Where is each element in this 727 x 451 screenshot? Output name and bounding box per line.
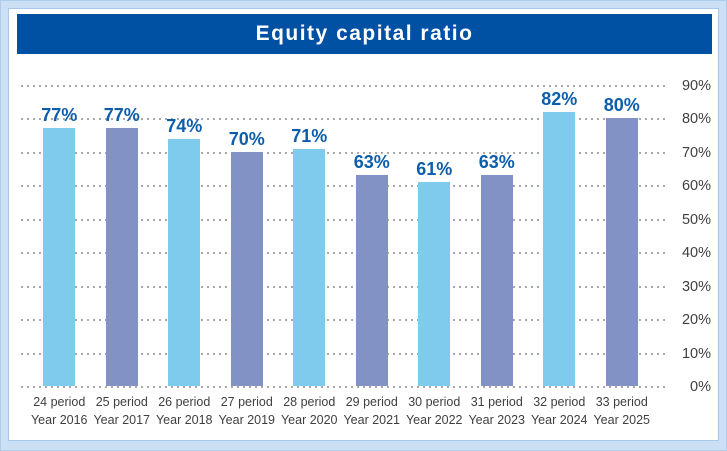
bar bbox=[543, 111, 576, 386]
bar-value-label: 80% bbox=[603, 95, 640, 116]
gridline bbox=[21, 352, 665, 355]
bar-value-label: 82% bbox=[541, 88, 578, 109]
bar-value-label: 63% bbox=[353, 152, 390, 173]
gridline bbox=[21, 386, 665, 388]
x-label-period: 26 period bbox=[158, 395, 211, 409]
gridline bbox=[21, 151, 665, 154]
x-label-period: 27 period bbox=[220, 395, 273, 409]
bar-value-label: 77% bbox=[41, 105, 78, 126]
x-label-period: 31 period bbox=[470, 395, 523, 409]
gridline bbox=[21, 319, 665, 322]
x-label-year: Year 2022 bbox=[405, 413, 463, 428]
bar bbox=[418, 182, 451, 386]
bar-column: 63% bbox=[341, 85, 404, 386]
x-axis-category-label: 29 period Year 2021 bbox=[341, 393, 404, 429]
y-axis-tick-label: 90% bbox=[681, 78, 711, 94]
bars-layer: 77% 77% 74% 70% 71% 63% 61% 63% 82% 80% bbox=[28, 85, 653, 386]
y-axis-tick-label: 70% bbox=[681, 144, 711, 161]
y-axis-tick-label: 10% bbox=[681, 345, 711, 362]
bar-column: 80% bbox=[591, 85, 654, 386]
bar bbox=[230, 151, 263, 386]
bar-value-label: 71% bbox=[291, 125, 328, 146]
bar-column: 74% bbox=[153, 85, 216, 386]
x-label-year: Year 2023 bbox=[468, 413, 526, 428]
x-axis-category-label: 28 period Year 2020 bbox=[278, 393, 341, 429]
x-axis-category-label: 27 period Year 2019 bbox=[216, 393, 279, 429]
bar-column: 61% bbox=[403, 85, 466, 386]
gridline bbox=[21, 285, 665, 288]
bar-value-label: 77% bbox=[103, 105, 140, 126]
x-axis-category-label: 25 period Year 2017 bbox=[91, 393, 154, 429]
gridline bbox=[21, 118, 665, 121]
y-axis-tick-label: 0% bbox=[690, 379, 711, 395]
x-label-year: Year 2025 bbox=[593, 413, 651, 428]
x-axis-category-label: 24 period Year 2016 bbox=[28, 393, 91, 429]
x-label-period: 30 period bbox=[408, 395, 461, 409]
bar-column: 63% bbox=[466, 85, 529, 386]
bar bbox=[293, 148, 326, 386]
gridline bbox=[21, 185, 665, 188]
x-axis-category-label: 33 period Year 2025 bbox=[591, 393, 654, 429]
bar-column: 71% bbox=[278, 85, 341, 386]
bar bbox=[605, 118, 638, 386]
bar-value-label: 63% bbox=[478, 152, 515, 173]
x-label-period: 28 period bbox=[283, 395, 336, 409]
x-label-year: Year 2017 bbox=[93, 413, 151, 428]
y-axis-tick-label: 30% bbox=[681, 278, 711, 295]
y-axis-tick-label: 80% bbox=[681, 111, 711, 128]
x-label-year: Year 2020 bbox=[280, 413, 338, 428]
bar bbox=[355, 175, 388, 386]
bar-value-label: 70% bbox=[228, 128, 265, 149]
bar bbox=[480, 175, 513, 386]
y-axis-tick-label: 20% bbox=[681, 312, 711, 329]
x-label-period: 25 period bbox=[95, 395, 148, 409]
y-axis-tick-label: 60% bbox=[681, 178, 711, 195]
x-axis-category-label: 31 period Year 2023 bbox=[466, 393, 529, 429]
x-label-year: Year 2021 bbox=[343, 413, 401, 428]
chart-title-banner: Equity capital ratio bbox=[17, 14, 712, 54]
bar bbox=[168, 138, 201, 386]
x-label-period: 24 period bbox=[33, 395, 86, 409]
x-label-period: 32 period bbox=[533, 395, 586, 409]
bar-value-label: 61% bbox=[416, 159, 453, 179]
x-axis-category-label: 26 period Year 2018 bbox=[153, 393, 216, 429]
y-axis-tick-label: 50% bbox=[681, 211, 711, 228]
bar-column: 77% bbox=[91, 85, 154, 386]
gridline bbox=[21, 218, 665, 221]
bar-column: 82% bbox=[528, 85, 591, 386]
x-label-year: Year 2024 bbox=[530, 413, 588, 428]
x-axis-category-label: 30 period Year 2022 bbox=[403, 393, 466, 429]
x-axis-category-label: 32 period Year 2024 bbox=[528, 393, 591, 429]
bar bbox=[105, 128, 138, 386]
x-label-year: Year 2019 bbox=[218, 413, 276, 428]
y-axis-tick-label: 40% bbox=[681, 245, 711, 262]
bar-value-label: 74% bbox=[166, 115, 203, 136]
x-label-year: Year 2016 bbox=[30, 413, 88, 428]
bar-column: 77% bbox=[28, 85, 91, 386]
bar-column: 70% bbox=[216, 85, 279, 386]
bar bbox=[43, 128, 76, 386]
gridline bbox=[21, 252, 665, 255]
x-label-year: Year 2018 bbox=[155, 413, 213, 428]
x-label-period: 29 period bbox=[345, 395, 398, 409]
gridline bbox=[21, 85, 665, 87]
chart-title: Equity capital ratio bbox=[255, 22, 474, 45]
x-label-period: 33 period bbox=[595, 395, 648, 409]
x-axis-labels: 24 period Year 2016 25 period Year 2017 26 p… bbox=[28, 393, 653, 429]
